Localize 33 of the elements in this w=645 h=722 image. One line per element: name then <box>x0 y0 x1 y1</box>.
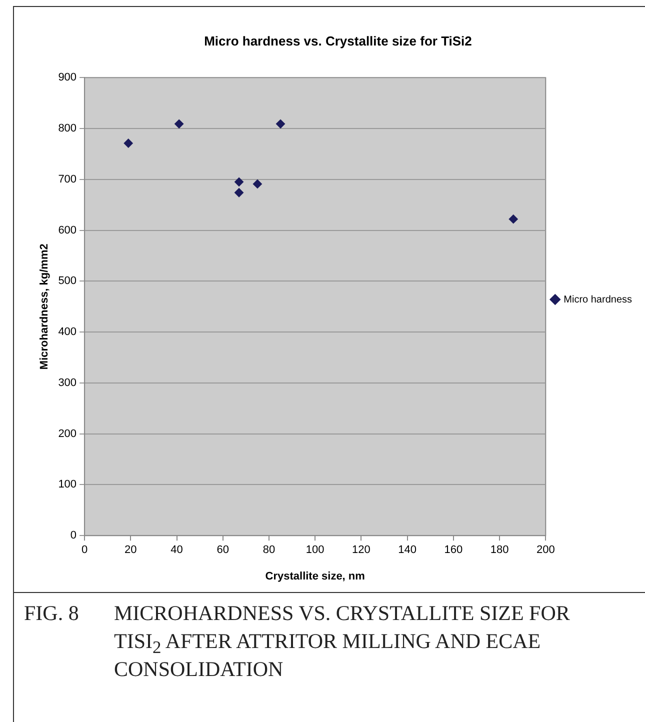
y-tick-label: 400 <box>58 326 77 338</box>
x-tick-label: 120 <box>352 544 370 556</box>
y-tick-label: 300 <box>58 376 77 389</box>
x-tick-label: 40 <box>170 544 183 556</box>
point <box>174 119 184 128</box>
x-tick-label: 60 <box>216 544 230 556</box>
chart-title: Micro hardness vs. Crystallite size for TiSi2 <box>204 33 472 48</box>
x-tick-label: 0 <box>81 544 88 556</box>
y-tick-label: 200 <box>58 428 77 440</box>
x-tick-label: 140 <box>398 544 416 556</box>
y-axis-title: Microhardness, kg/mm2 <box>38 244 51 370</box>
x-tick-label: 160 <box>444 544 463 556</box>
point <box>252 179 262 188</box>
point <box>508 214 518 224</box>
point <box>124 138 133 148</box>
y-tick-label: 600 <box>58 224 77 236</box>
point <box>234 177 244 186</box>
y-tick-label: 700 <box>58 173 77 186</box>
x-tick-label: 200 <box>536 544 555 556</box>
x-tick-label: 20 <box>124 544 137 556</box>
y-tick-label: 100 <box>58 478 77 491</box>
x-tick-label: 80 <box>262 544 276 556</box>
y-tick-label: 900 <box>58 72 77 84</box>
y-tick-label: 500 <box>58 275 77 288</box>
legend-label: Micro hardness <box>564 294 632 306</box>
point <box>234 188 244 198</box>
point <box>276 119 286 128</box>
text: FIG. 8 MICROHARDNESS VS. CRYSTALLITE SIZE FOR TISI$_{2}$ AFTER ATTRITOR MILLING AND ECAE CONSOLIDATION <box>24 601 570 681</box>
x-axis-title: Crystallite size, nm <box>265 570 366 582</box>
y-tick-label: 0 <box>70 530 77 542</box>
x-tick-label: 100 <box>306 544 324 556</box>
y-tick-label: 800 <box>58 122 77 135</box>
x-tick-label: 180 <box>490 544 509 556</box>
